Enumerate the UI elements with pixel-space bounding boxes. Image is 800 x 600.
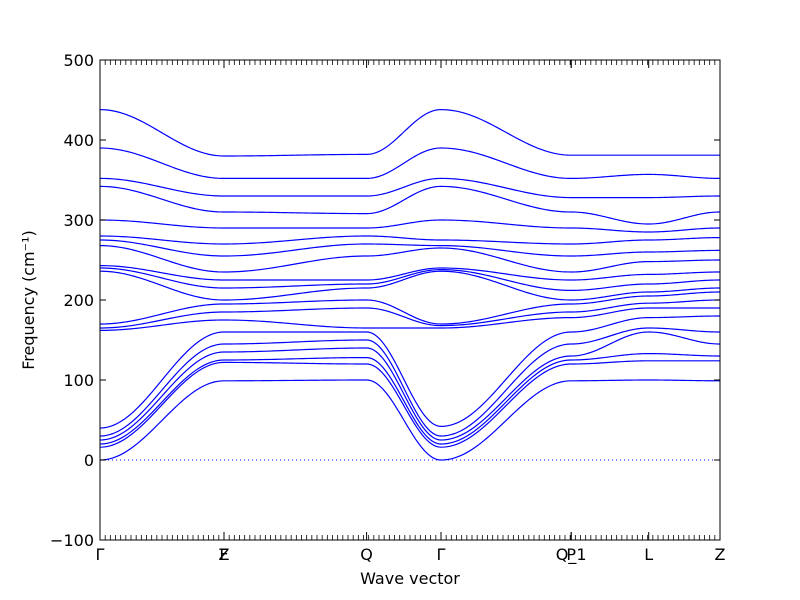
x-tick-label: Z: [219, 545, 230, 564]
x-tick-label: Q: [360, 545, 373, 564]
band-line: [99, 299, 720, 329]
x-axis-title: Wave vector: [360, 569, 460, 588]
band-line: [99, 147, 721, 180]
y-axis-ticks: −100 0 100 200 300 400 500: [50, 51, 720, 550]
x-tick-label: F: [219, 545, 228, 564]
band-line: [99, 270, 721, 301]
y-tick-label: 0: [84, 451, 94, 470]
x-tick-label: Q_1: [556, 545, 587, 565]
band-line: [99, 265, 720, 281]
band-line: [99, 353, 720, 445]
y-tick-label: 200: [63, 291, 94, 310]
band-line: [99, 267, 721, 292]
band-line: [99, 245, 720, 273]
band-line: [99, 327, 721, 437]
band-line: [99, 235, 720, 245]
band-line: [99, 291, 721, 325]
x-tick-label: L: [644, 545, 653, 564]
y-tick-label: 100: [63, 371, 94, 390]
y-tick-label: 500: [63, 51, 94, 70]
plot-background: [100, 60, 720, 540]
band-line: [99, 315, 720, 429]
band-line: [99, 219, 721, 233]
band-lines: [99, 108, 721, 461]
band-line: [99, 360, 720, 448]
minor-ticks: [99, 60, 721, 540]
band-line: [99, 239, 720, 257]
band-line: [99, 331, 721, 441]
y-tick-label: 300: [63, 211, 94, 230]
x-tick-label: Γ: [96, 545, 105, 564]
band-line: [99, 177, 720, 199]
y-tick-label: 400: [63, 131, 94, 150]
x-tick-label: Z: [715, 545, 726, 564]
x-axis-ticks: Γ FZ Q Γ PQ_1 L Z: [96, 60, 726, 565]
band-line: [99, 185, 721, 225]
y-axis-title: Frequency (cm⁻¹): [19, 230, 38, 369]
x-tick-label: Γ: [437, 545, 446, 564]
band-line: [99, 307, 720, 331]
band-line: [99, 108, 720, 157]
y-tick-label: −100: [50, 531, 94, 550]
band-line: [99, 379, 720, 461]
x-tick-label: P: [566, 545, 576, 564]
